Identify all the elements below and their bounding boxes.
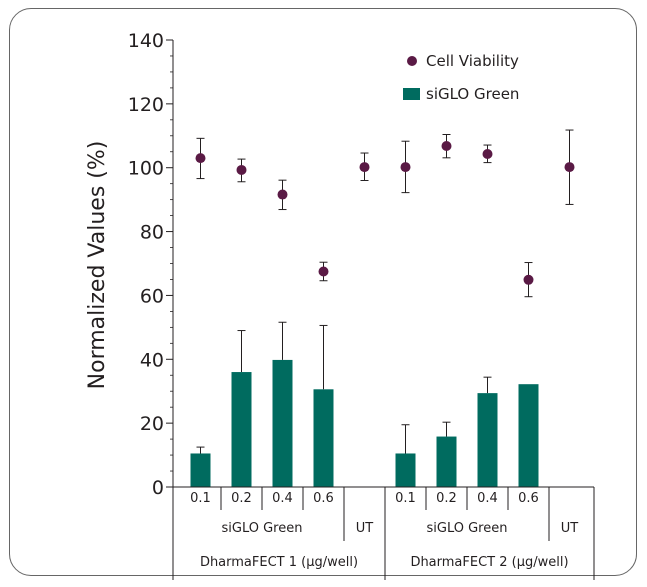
point	[195, 153, 206, 164]
y-axis: 0 20 40 60 80 100 120 140	[128, 30, 174, 499]
point	[400, 162, 411, 173]
point	[441, 141, 452, 152]
x-tick-label: 0.6	[518, 491, 539, 506]
y-tick-label: 120	[128, 94, 164, 116]
point	[318, 266, 329, 277]
bars	[190, 359, 539, 487]
legend-dot-cell-viability	[407, 56, 417, 66]
x-tick-label: 0.2	[436, 491, 457, 506]
bar	[477, 393, 498, 487]
bar	[231, 372, 252, 487]
y-axis-label: Normalized Values (%)	[85, 141, 110, 390]
point	[564, 162, 575, 173]
bar	[190, 453, 211, 487]
legend-label-cell-viability: Cell Viability	[426, 52, 519, 70]
legend-swatch-siglo-green	[403, 88, 420, 100]
point	[482, 148, 493, 159]
y-tick-label: 140	[128, 30, 164, 52]
super-group-label: DharmaFECT 1 (µg/well)	[200, 555, 358, 570]
legend-label-siglo-green: siGLO Green	[426, 85, 519, 103]
point	[523, 274, 534, 285]
group-label: UT	[561, 521, 579, 536]
point	[359, 162, 370, 173]
legend: Cell Viability siGLO Green	[403, 52, 519, 103]
y-tick-label: 0	[152, 477, 164, 499]
bar	[272, 359, 293, 487]
x-tick-label: 0.4	[477, 491, 498, 506]
y-tick-label: 40	[140, 349, 164, 371]
x-tick-label: 0.1	[395, 491, 416, 506]
bar-error-bars	[196, 321, 492, 454]
points	[195, 129, 575, 298]
x-tick-label: 0.2	[231, 491, 252, 506]
x-tick-label: 0.1	[190, 491, 211, 506]
bar	[395, 453, 416, 487]
group-label: siGLO Green	[222, 521, 303, 536]
y-tick-label: 100	[128, 158, 164, 180]
y-tick-label: 80	[140, 222, 164, 244]
y-tick-label: 60	[140, 285, 164, 307]
x-tick-label: 0.4	[272, 491, 293, 506]
group-label: UT	[356, 521, 374, 536]
x-axis: 0.1 0.2 0.4 0.6 0.1 0.2 0.4 0.6 siGLO Green UT siG…	[172, 486, 595, 580]
super-group-label: DharmaFECT 2 (µg/well)	[410, 555, 568, 570]
point	[277, 189, 288, 200]
y-tick-label: 20	[140, 413, 164, 435]
bar	[518, 384, 539, 487]
bar	[436, 436, 457, 487]
point	[236, 164, 247, 175]
x-tick-label: 0.6	[313, 491, 334, 506]
group-label: siGLO Green	[427, 521, 508, 536]
bar	[313, 389, 334, 487]
